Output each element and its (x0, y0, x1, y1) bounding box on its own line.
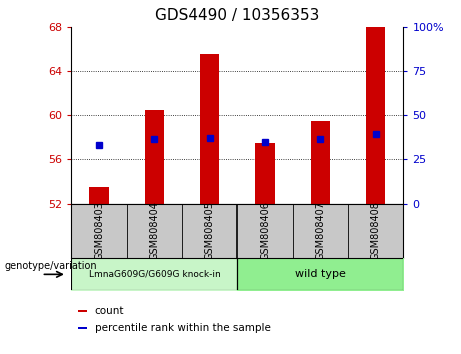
Bar (255, 143, 275, 204)
Text: genotype/variation: genotype/variation (5, 261, 97, 271)
Bar (89, 187, 109, 204)
Text: count: count (95, 306, 124, 316)
Bar (78, 310, 87, 312)
Bar (145, 109, 164, 204)
Text: LmnaG609G/G609G knock-in: LmnaG609G/G609G knock-in (89, 270, 220, 279)
Text: GSM808404: GSM808404 (149, 201, 160, 261)
Bar (366, 27, 385, 204)
Title: GDS4490 / 10356353: GDS4490 / 10356353 (155, 7, 319, 23)
Bar (311, 121, 330, 204)
Text: percentile rank within the sample: percentile rank within the sample (95, 323, 271, 333)
Text: GSM808406: GSM808406 (260, 201, 270, 261)
Bar (78, 327, 87, 329)
Text: GSM808408: GSM808408 (371, 201, 381, 261)
Bar (200, 54, 219, 204)
Text: GSM808407: GSM808407 (315, 201, 325, 261)
Text: GSM808405: GSM808405 (205, 201, 215, 261)
Text: wild type: wild type (295, 269, 346, 279)
Text: GSM808403: GSM808403 (94, 201, 104, 261)
